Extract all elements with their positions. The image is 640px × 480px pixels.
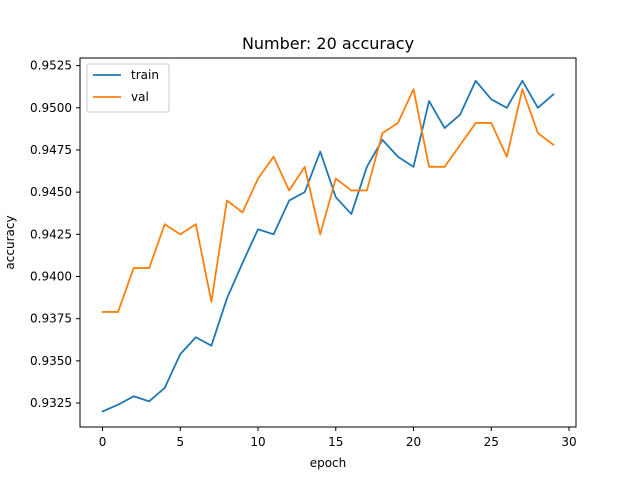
- x-axis-ticks: 0 5 10 15 20 25 30: [99, 427, 577, 449]
- y-tick-label: 0.9425: [30, 227, 72, 241]
- x-axis-label: epoch: [310, 456, 347, 470]
- x-tick-label: 25: [484, 435, 499, 449]
- series-line-train: [101, 79, 555, 413]
- x-tick-label: 5: [176, 435, 184, 449]
- lines-layer: [101, 79, 555, 413]
- y-axis-ticks: 0.9325 0.9350 0.9375 0.9400 0.9425 0.9450 0.94…: [30, 59, 80, 410]
- legend-val-label: val: [131, 90, 149, 104]
- x-tick-label: 15: [328, 435, 343, 449]
- legend-train-label: train: [131, 68, 159, 82]
- chart-title: Number: 20 accuracy: [242, 34, 414, 53]
- y-tick-label: 0.9475: [30, 143, 72, 157]
- y-tick-label: 0.9400: [30, 269, 72, 283]
- legend-box: [86, 63, 170, 113]
- y-tick-label: 0.9450: [30, 185, 72, 199]
- y-axis-label: accuracy: [3, 215, 17, 269]
- y-tick-label: 0.9325: [30, 396, 72, 410]
- x-tick-label: 0: [99, 435, 107, 449]
- x-tick-label: 10: [250, 435, 265, 449]
- y-tick-label: 0.9525: [30, 59, 72, 73]
- x-tick-label: 30: [561, 435, 576, 449]
- y-tick-label: 0.9350: [30, 354, 72, 368]
- series-line-val: [101, 88, 555, 313]
- y-tick-label: 0.9500: [30, 101, 72, 115]
- plot-frame: [79, 57, 577, 428]
- y-tick-label: 0.9375: [30, 312, 72, 326]
- legend: train val: [86, 63, 170, 113]
- plot-area: 0 5 10 15 20 25 30 0.93250.93500.93750.94000.9…: [30, 57, 577, 449]
- x-tick-label: 20: [406, 435, 421, 449]
